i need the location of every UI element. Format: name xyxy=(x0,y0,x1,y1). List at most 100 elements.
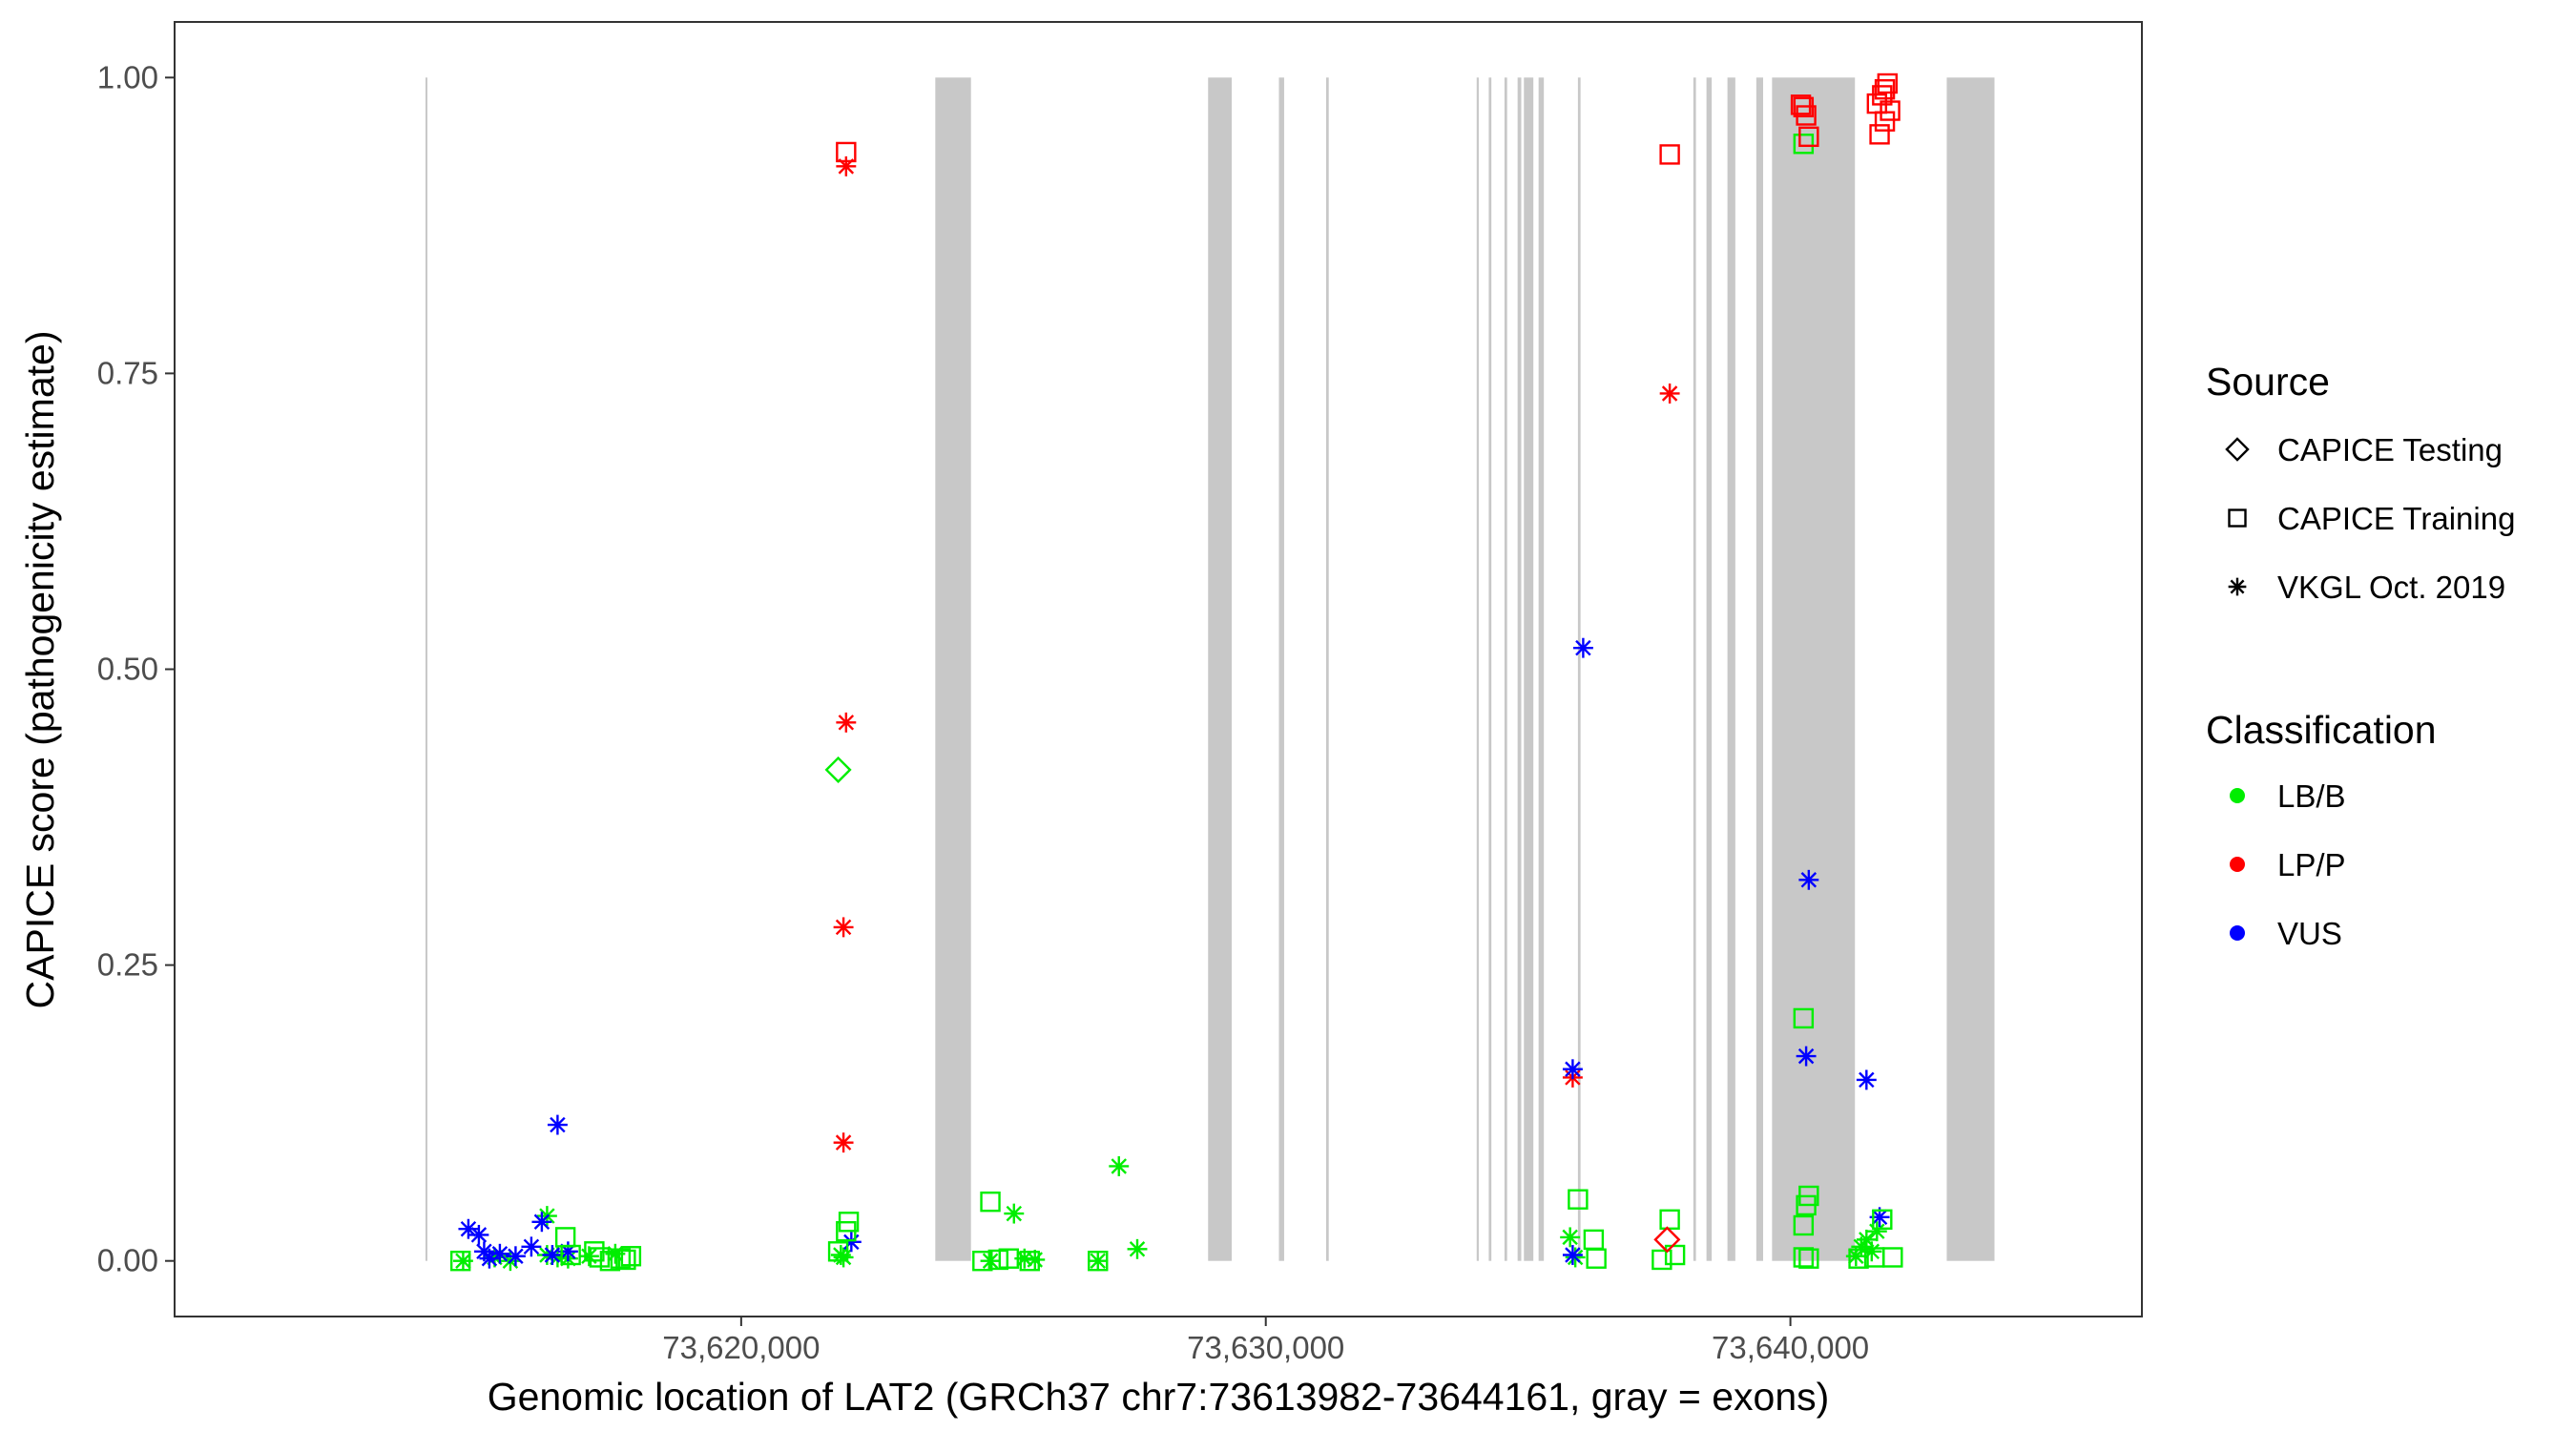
data-point xyxy=(1568,1189,1589,1210)
x-axis-label: Genomic location of LAT2 (GRCh37 chr7:73… xyxy=(488,1375,1830,1419)
data-point xyxy=(1793,134,1815,155)
data-point xyxy=(1793,1007,1815,1029)
exon-band xyxy=(1208,77,1232,1261)
legend-source-entries: CAPICE Testing CAPICE Training VKGL Oct. 2… xyxy=(2225,432,2515,605)
data-point xyxy=(1882,1247,1903,1268)
data-point xyxy=(1790,94,1812,115)
legend-classification-title: Classification xyxy=(2206,708,2437,752)
data-point xyxy=(1872,85,1893,106)
exon-band xyxy=(1517,77,1522,1261)
x-tick-label: 73,630,000 xyxy=(1187,1330,1344,1365)
exon-band xyxy=(425,77,427,1261)
data-point xyxy=(1560,1227,1581,1248)
data-point xyxy=(833,917,854,938)
exon-band xyxy=(1278,77,1284,1261)
data-point xyxy=(1127,1238,1148,1259)
data-point xyxy=(615,1249,636,1271)
data-point xyxy=(1866,1221,1887,1242)
legend-classification-label: LP/P xyxy=(2277,847,2346,882)
exon-band xyxy=(1524,77,1534,1261)
data-point xyxy=(972,1251,993,1272)
legend-source-title: Source xyxy=(2206,360,2330,404)
data-point xyxy=(1659,384,1680,404)
data-point xyxy=(1586,1248,1607,1269)
data-point xyxy=(1004,1203,1025,1224)
data-point xyxy=(1880,100,1901,121)
legend-classification-swatch xyxy=(2230,925,2245,941)
data-point xyxy=(1798,126,1819,148)
data-point xyxy=(1874,111,1896,132)
data-point xyxy=(838,1212,860,1233)
y-tick-label: 0.25 xyxy=(97,947,158,983)
data-point xyxy=(1572,637,1593,658)
data-point xyxy=(610,1248,632,1269)
exon-band xyxy=(1325,77,1329,1261)
data-point xyxy=(620,1246,642,1267)
data-point xyxy=(836,156,857,176)
data-point xyxy=(1874,79,1896,100)
data-point xyxy=(2225,437,2250,462)
data-point xyxy=(1798,1248,1819,1269)
exons xyxy=(425,77,1995,1261)
y-tick-label: 0.75 xyxy=(97,355,158,390)
data-point xyxy=(2228,508,2247,528)
data-point xyxy=(449,1251,471,1272)
data-point xyxy=(531,1212,552,1233)
data-point xyxy=(827,1241,849,1262)
exon-band xyxy=(1476,77,1479,1261)
x-tick-label: 73,640,000 xyxy=(1712,1330,1869,1365)
exon-band xyxy=(1504,77,1507,1261)
data-point xyxy=(505,1246,526,1267)
data-point xyxy=(1019,1251,1040,1272)
legend-classification-label: LB/B xyxy=(2277,778,2346,814)
data-point xyxy=(542,1245,563,1265)
data-point xyxy=(1653,1226,1681,1254)
data-point xyxy=(980,1251,1001,1272)
data-point xyxy=(1664,1244,1686,1266)
data-point xyxy=(1796,105,1817,126)
legend-source-label: CAPICE Training xyxy=(2277,501,2515,536)
data-point xyxy=(1659,1209,1680,1230)
exon-band xyxy=(1946,77,1995,1261)
data-point xyxy=(1562,1245,1583,1265)
y-axis-label: CAPICE score (pathogenicity estimate) xyxy=(18,331,62,1009)
data-point xyxy=(1659,144,1680,165)
legend-classification-entries: LB/B LP/P VUS xyxy=(2230,778,2346,951)
x-tick-label: 73,620,000 xyxy=(662,1330,820,1365)
exon-band xyxy=(1706,77,1713,1261)
data-point xyxy=(1856,1069,1877,1090)
exon-band xyxy=(1693,77,1696,1261)
data-point xyxy=(547,1114,568,1135)
exon-band xyxy=(1538,77,1545,1261)
data-point xyxy=(1869,124,1890,145)
y-tick-label: 1.00 xyxy=(97,59,158,94)
legend-classification-swatch xyxy=(2230,788,2245,803)
y-tick-label: 0.50 xyxy=(97,652,158,687)
legend: Source CAPICE Testing CAPICE Training VKGL… xyxy=(2206,360,2515,951)
legend-source-label: VKGL Oct. 2019 xyxy=(2277,570,2505,605)
data-point xyxy=(468,1224,489,1245)
data-point xyxy=(599,1251,621,1272)
data-point xyxy=(1088,1251,1109,1272)
legend-source-label: CAPICE Testing xyxy=(2277,432,2503,467)
y-tick-label: 0.00 xyxy=(97,1243,158,1278)
data-point xyxy=(1796,1046,1817,1067)
exon-band xyxy=(1577,77,1581,1261)
data-point xyxy=(521,1236,542,1257)
legend-classification-swatch xyxy=(2230,857,2245,872)
data-point xyxy=(1798,869,1819,890)
data-point xyxy=(2228,577,2247,596)
data-point xyxy=(1877,73,1899,94)
y-axis: 0.00 0.25 0.50 0.75 1.00 xyxy=(97,59,175,1278)
data-point xyxy=(1793,1247,1815,1268)
data-point xyxy=(1793,1214,1815,1236)
data-point xyxy=(833,1132,854,1153)
data-point xyxy=(458,1218,479,1239)
data-point xyxy=(1562,1059,1583,1080)
exon-band xyxy=(1727,77,1735,1261)
data-point xyxy=(560,1244,581,1266)
data-point xyxy=(824,756,852,783)
x-axis: 73,620,000 73,630,000 73,640,000 xyxy=(662,1317,1869,1365)
data-point xyxy=(836,141,857,163)
